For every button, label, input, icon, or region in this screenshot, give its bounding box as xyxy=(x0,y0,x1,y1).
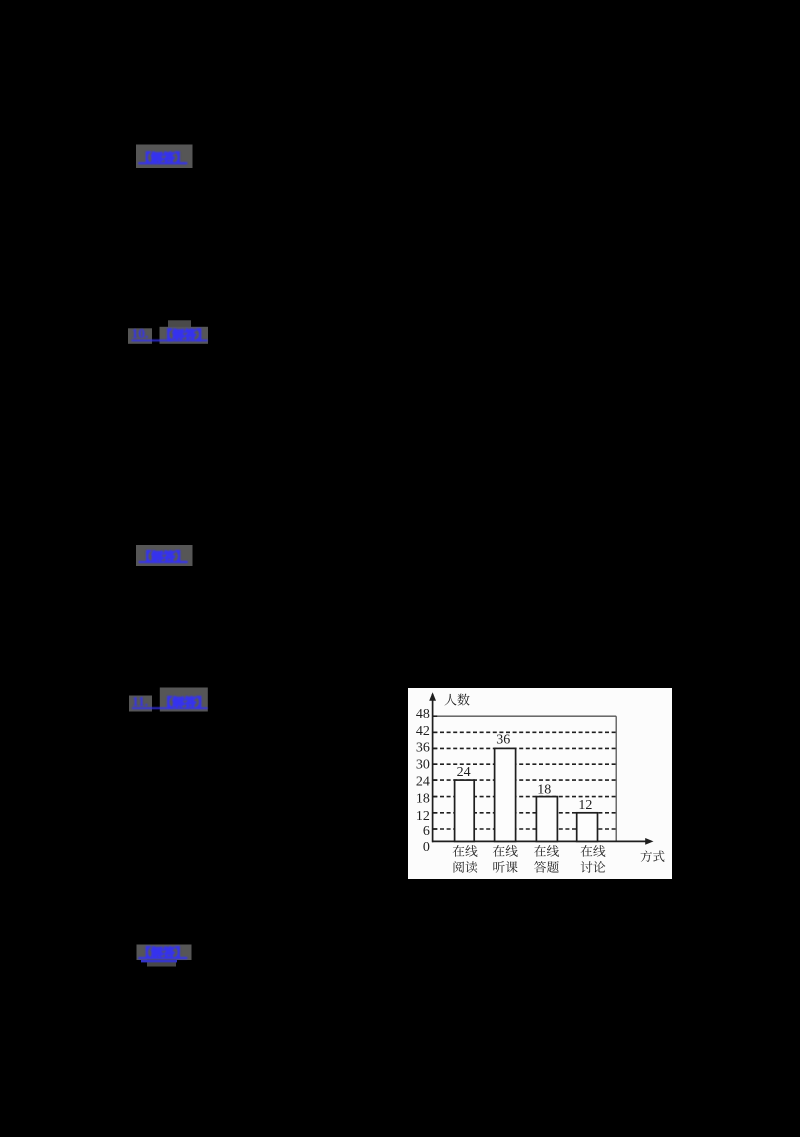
svg-text:42: 42 xyxy=(416,724,430,739)
svg-text:18: 18 xyxy=(416,791,430,806)
svg-text:6: 6 xyxy=(423,824,430,839)
svg-text:30: 30 xyxy=(416,757,430,772)
svg-text:36: 36 xyxy=(416,740,430,755)
svg-text:10.: 10. xyxy=(132,326,149,341)
svg-text:0: 0 xyxy=(423,840,430,855)
svg-text:24: 24 xyxy=(416,774,430,789)
svg-text:36: 36 xyxy=(496,733,510,748)
svg-text:11.: 11. xyxy=(132,694,148,709)
svg-text:12: 12 xyxy=(416,809,430,824)
svg-text:18: 18 xyxy=(537,782,551,797)
svg-text:12: 12 xyxy=(578,798,592,813)
svg-text:48: 48 xyxy=(416,707,430,722)
svg-text:24: 24 xyxy=(457,765,471,780)
